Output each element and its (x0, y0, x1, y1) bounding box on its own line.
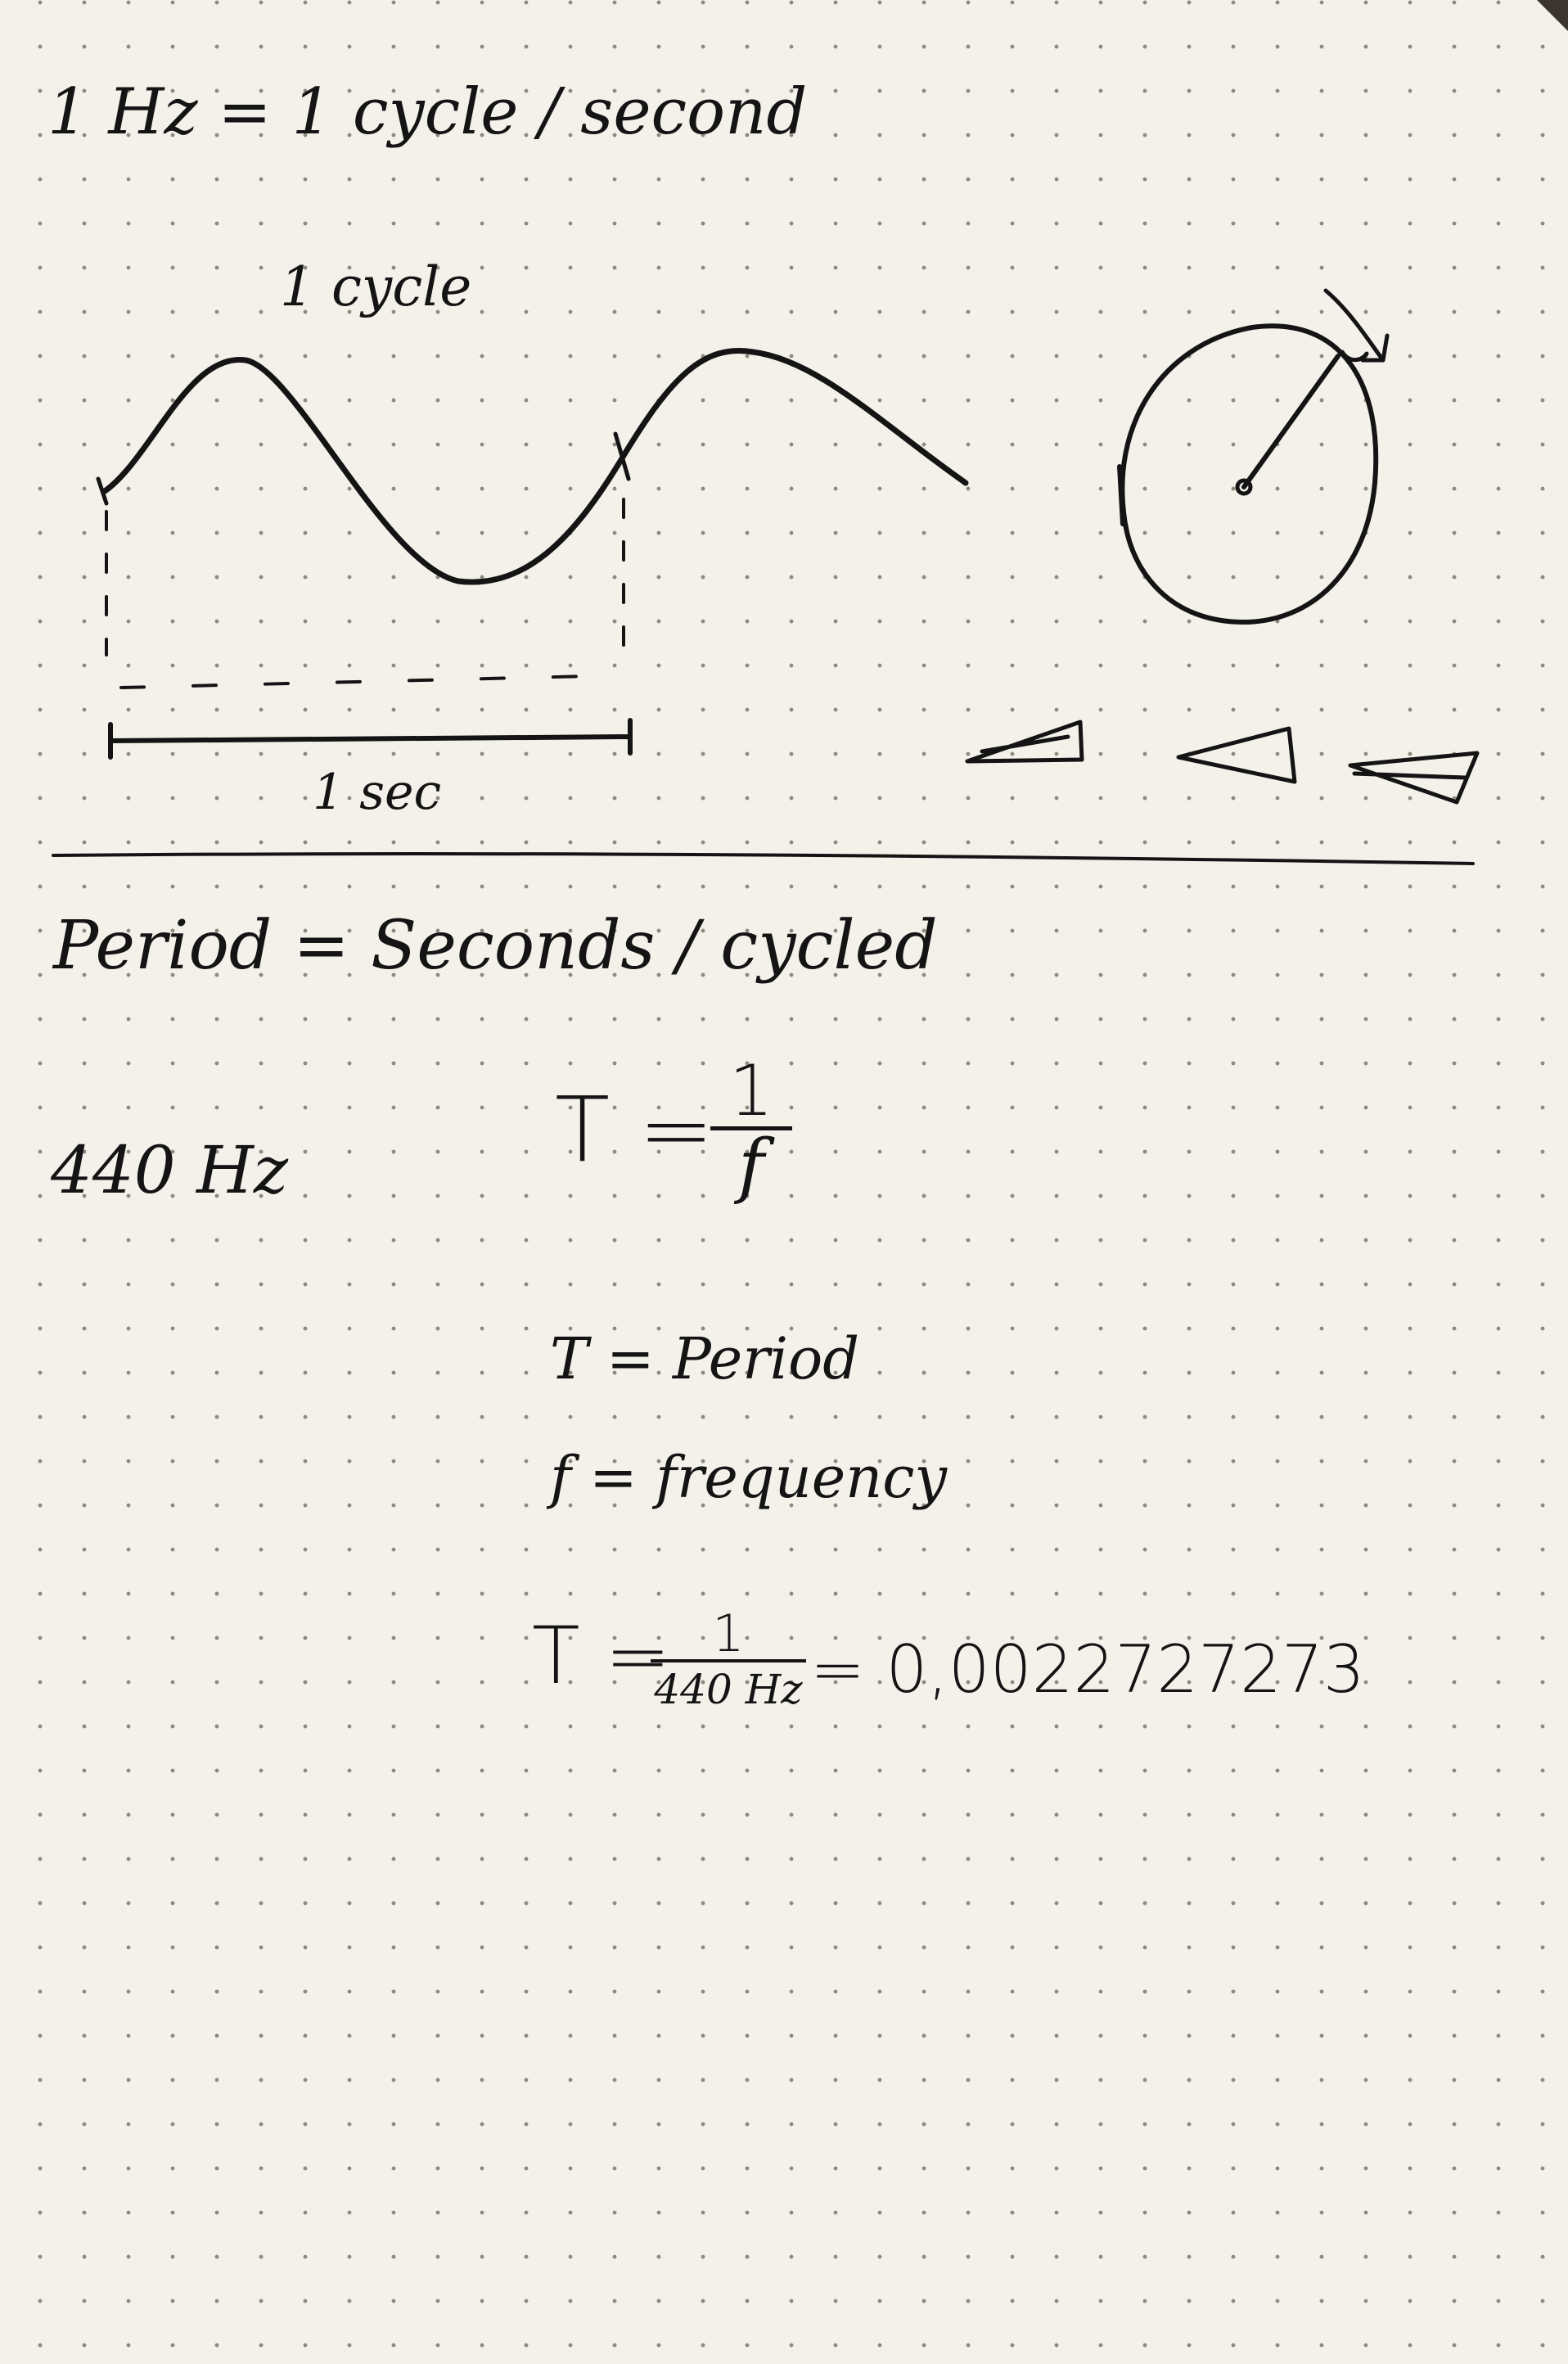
example-frequency: 440 Hz (51, 1132, 289, 1208)
formula-numerator: 1 (728, 1050, 774, 1132)
formula-lhs: T = (555, 1077, 714, 1182)
phasor-arrow (1323, 288, 1390, 363)
wedge-sketch-3 (1348, 751, 1480, 805)
formula-bar (710, 1126, 792, 1130)
wedge-sketch-2 (1176, 726, 1297, 784)
page-corner (1537, 0, 1568, 31)
calc-bar (651, 1659, 806, 1662)
sine-wave (101, 348, 969, 585)
heading-hz: 1 Hz = 1 cycle / second (47, 75, 808, 149)
calc-lhs: T = (532, 1610, 671, 1702)
phasor-radius (1241, 354, 1340, 489)
calc-result: = 0,0022727273 (810, 1631, 1365, 1708)
period-definition: Period = Seconds / cycled (53, 907, 938, 985)
formula-denominator: f (738, 1125, 764, 1207)
formula-fraction: 1 f (710, 1056, 792, 1201)
phasor-circle (1117, 323, 1379, 625)
sine-wave-diagram (52, 288, 1480, 865)
legend-period: T = Period (550, 1325, 860, 1392)
duration-label: 1 sec (313, 764, 442, 821)
dashed-bottom (119, 674, 624, 689)
start-tick (96, 476, 109, 506)
section-divider (52, 852, 1475, 865)
span-line (108, 734, 633, 743)
calc-fraction: 1 440 Hz (651, 1608, 806, 1710)
end-tick (613, 431, 631, 481)
calc-denominator: 440 Hz (654, 1666, 803, 1713)
calc-numerator: 1 (712, 1604, 745, 1663)
cycle-label: 1 cycle (280, 255, 472, 318)
phasor-center (1235, 478, 1253, 496)
wedge-sketch-1 (965, 720, 1084, 764)
legend-frequency: f = frequency (550, 1444, 948, 1511)
